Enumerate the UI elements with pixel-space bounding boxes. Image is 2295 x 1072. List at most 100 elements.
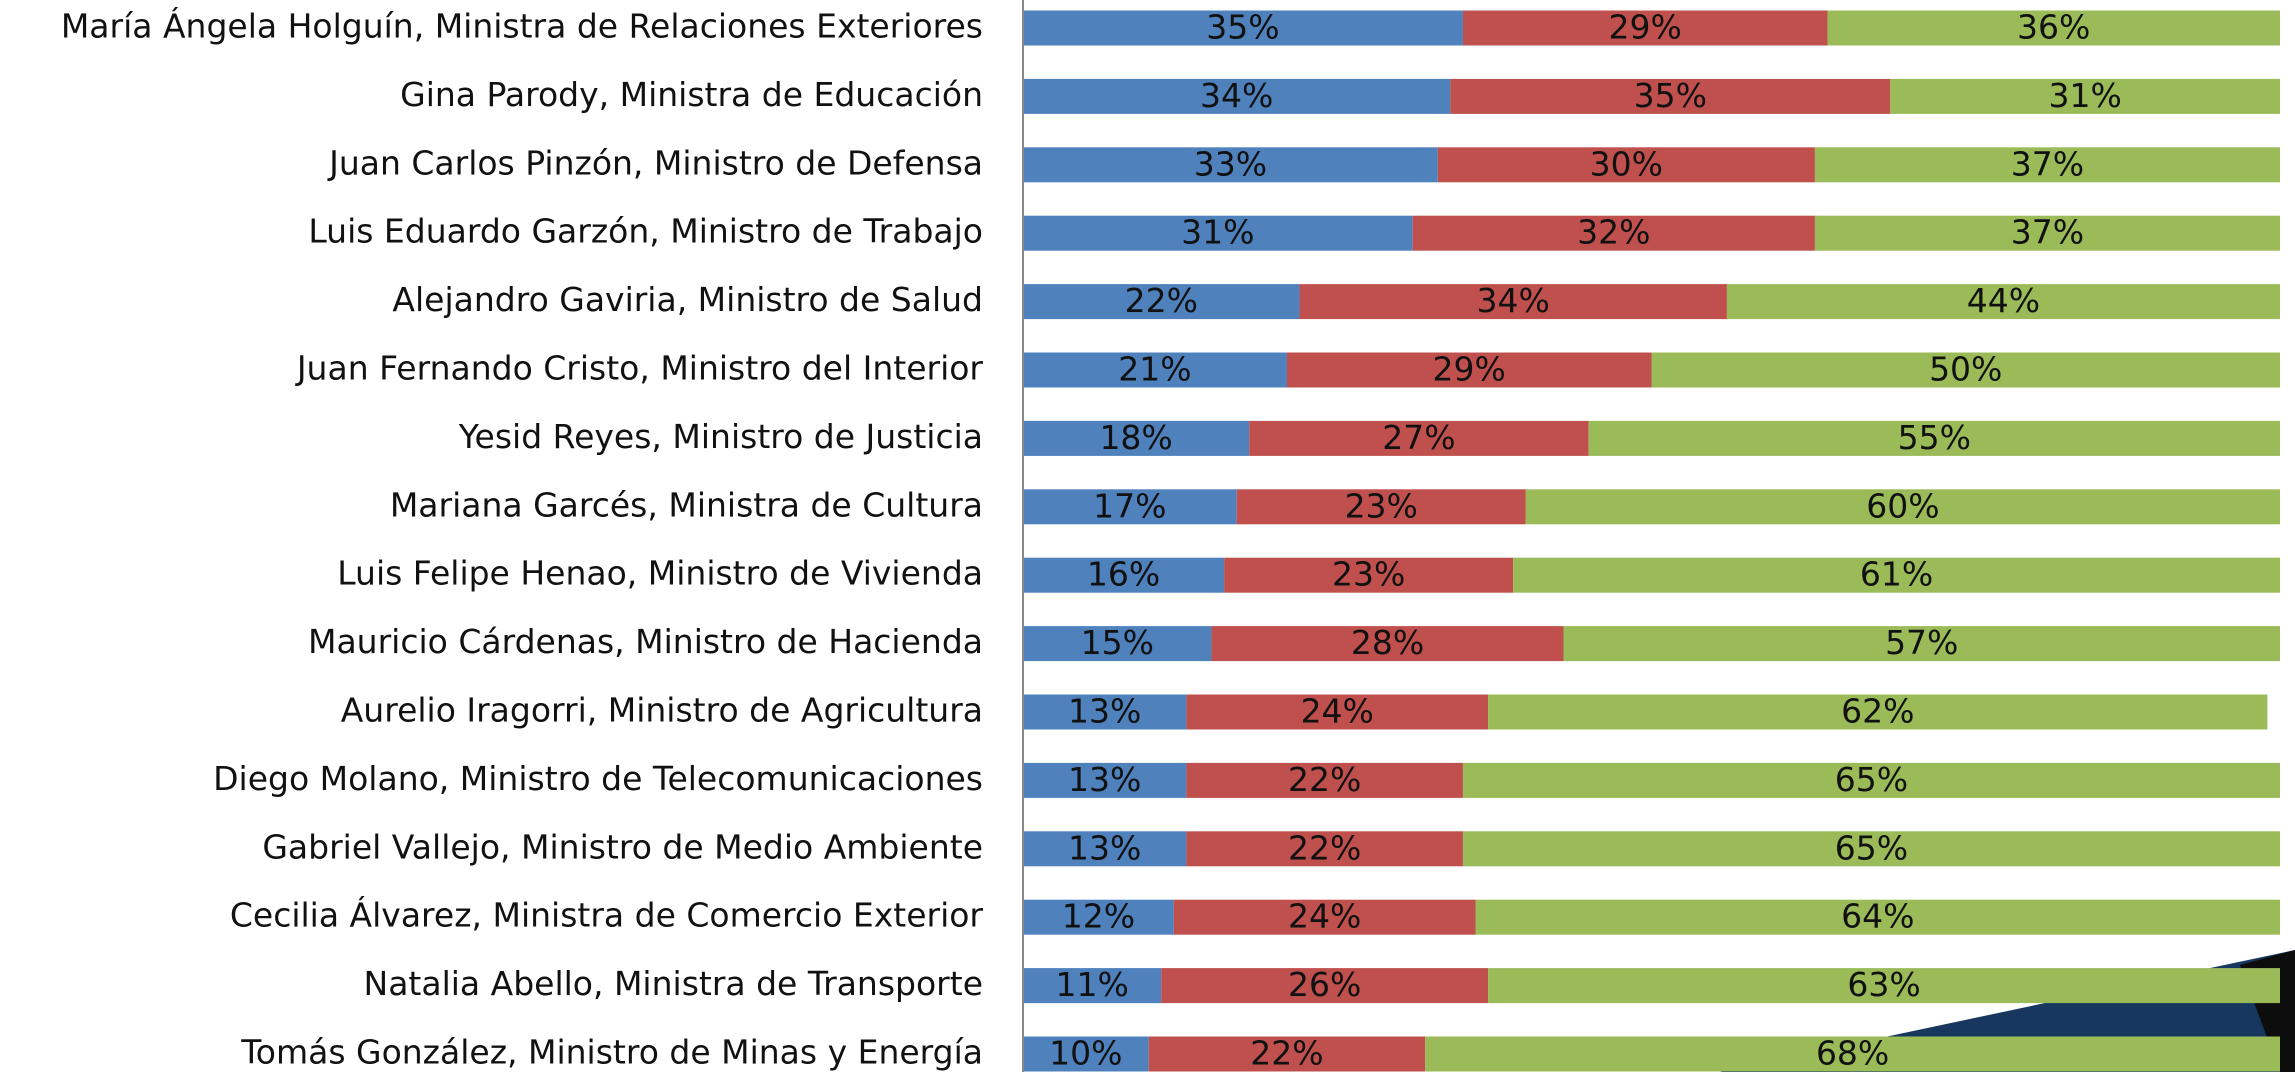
value-label: 64% <box>1841 897 1914 936</box>
bar-segment <box>1023 284 1300 320</box>
value-label: 34% <box>1477 281 1550 320</box>
bar-segment <box>1412 215 1815 251</box>
bar-segment <box>1462 762 2280 798</box>
value-label: 57% <box>1885 623 1958 662</box>
bar-segment <box>1437 147 1815 183</box>
value-label: 34% <box>1200 76 1273 115</box>
category-label: Gabriel Vallejo, Ministro de Medio Ambie… <box>262 827 983 866</box>
value-label: 35% <box>1206 8 1279 47</box>
bar-segment <box>1286 352 1652 388</box>
value-label: 30% <box>1590 144 1663 183</box>
value-label: 12% <box>1062 897 1135 936</box>
bar-segment <box>1023 420 1250 456</box>
value-label: 37% <box>2011 144 2084 183</box>
bar-segment <box>1236 489 1526 525</box>
bar-segment <box>1425 1036 2280 1072</box>
bar-segment <box>1023 899 1174 935</box>
value-label: 36% <box>2017 8 2090 47</box>
value-label: 24% <box>1301 692 1374 731</box>
value-label: 13% <box>1068 692 1141 731</box>
value-label: 24% <box>1288 897 1361 936</box>
bar-segment <box>1211 626 1564 662</box>
value-label: 62% <box>1841 692 1914 731</box>
value-label: 61% <box>1860 555 1933 594</box>
value-label: 31% <box>1181 213 1254 252</box>
value-label: 22% <box>1250 1034 1323 1072</box>
bar-segment <box>1023 10 1463 46</box>
value-label: 55% <box>1898 418 1971 457</box>
category-label: María Ángela Holguín, Ministra de Relaci… <box>61 6 983 46</box>
category-label: Cecilia Álvarez, Ministra de Comercio Ex… <box>230 895 984 935</box>
value-label: 13% <box>1068 760 1141 799</box>
bar-segment <box>1450 78 1891 114</box>
value-label: 37% <box>2011 213 2084 252</box>
bar-segment <box>1023 1036 1149 1072</box>
value-label: 33% <box>1194 144 1267 183</box>
category-label: Mariana Garcés, Ministra de Cultura <box>390 485 983 524</box>
value-label: 60% <box>1866 486 1939 525</box>
category-label: Diego Molano, Ministro de Telecomunicaci… <box>213 759 983 798</box>
category-label: Luis Eduardo Garzón, Ministro de Trabajo <box>308 212 983 251</box>
value-label: 44% <box>1967 281 2040 320</box>
value-label: 27% <box>1382 418 1455 457</box>
bar-segment <box>1462 10 1828 46</box>
value-label: 35% <box>1634 76 1707 115</box>
category-label: Aurelio Iragorri, Ministro de Agricultur… <box>341 691 983 730</box>
bar-segment <box>1161 968 1489 1004</box>
value-label: 29% <box>1609 8 1682 47</box>
bar-segment <box>1023 694 1187 730</box>
bar-segment <box>1814 215 2280 251</box>
bar-segment <box>1814 147 2280 183</box>
category-label: Gina Parody, Ministra de Educación <box>400 75 983 114</box>
bar-segment <box>1023 352 1287 388</box>
bar-segment <box>1224 557 1514 593</box>
value-label: 50% <box>1929 350 2002 389</box>
category-label: Mauricio Cárdenas, Ministro de Hacienda <box>308 622 983 661</box>
bar-segment <box>1726 284 2280 320</box>
category-label: Juan Carlos Pinzón, Ministro de Defensa <box>327 143 983 182</box>
bar-segment <box>1651 352 2280 388</box>
bar-segment <box>1023 489 1237 525</box>
bar-segment <box>1249 420 1589 456</box>
value-label: 13% <box>1068 828 1141 867</box>
value-label: 16% <box>1087 555 1160 594</box>
bar-segment <box>1563 626 2280 662</box>
value-label: 17% <box>1093 486 1166 525</box>
bar-segment <box>1023 557 1225 593</box>
bar-segment <box>1186 762 1463 798</box>
bar-segment <box>1023 147 1438 183</box>
bar-segment <box>1513 557 2280 593</box>
bar-segment <box>1173 899 1476 935</box>
category-label: Alejandro Gaviria, Ministro de Salud <box>392 280 983 319</box>
value-label: 26% <box>1288 965 1361 1004</box>
value-label: 29% <box>1433 350 1506 389</box>
bar-segment <box>1023 762 1187 798</box>
bar-segment <box>1488 694 2268 730</box>
bar-segment <box>1525 489 2280 525</box>
bar-segment <box>1023 626 1212 662</box>
bar-segment <box>1186 831 1463 867</box>
value-label: 10% <box>1049 1034 1122 1072</box>
value-label: 68% <box>1816 1034 1889 1072</box>
bar-segment <box>1023 78 1451 114</box>
value-label: 15% <box>1081 623 1154 662</box>
bar-segment <box>1588 420 2280 456</box>
bar-segment <box>1488 968 2280 1004</box>
bar-segment <box>1023 831 1187 867</box>
value-label: 63% <box>1847 965 1920 1004</box>
value-label: 22% <box>1288 760 1361 799</box>
value-label: 28% <box>1351 623 1424 662</box>
value-label: 31% <box>2048 76 2121 115</box>
bar-segment <box>1475 899 2280 935</box>
value-label: 22% <box>1288 828 1361 867</box>
value-label: 65% <box>1835 760 1908 799</box>
category-label: Juan Fernando Cristo, Ministro del Inter… <box>295 349 984 388</box>
bar-segment <box>1890 78 2280 114</box>
bar-segment <box>1023 968 1162 1004</box>
value-label: 23% <box>1345 486 1418 525</box>
value-label: 21% <box>1118 350 1191 389</box>
value-label: 65% <box>1835 828 1908 867</box>
bar-segment <box>1299 284 1727 320</box>
value-label: 23% <box>1332 555 1405 594</box>
